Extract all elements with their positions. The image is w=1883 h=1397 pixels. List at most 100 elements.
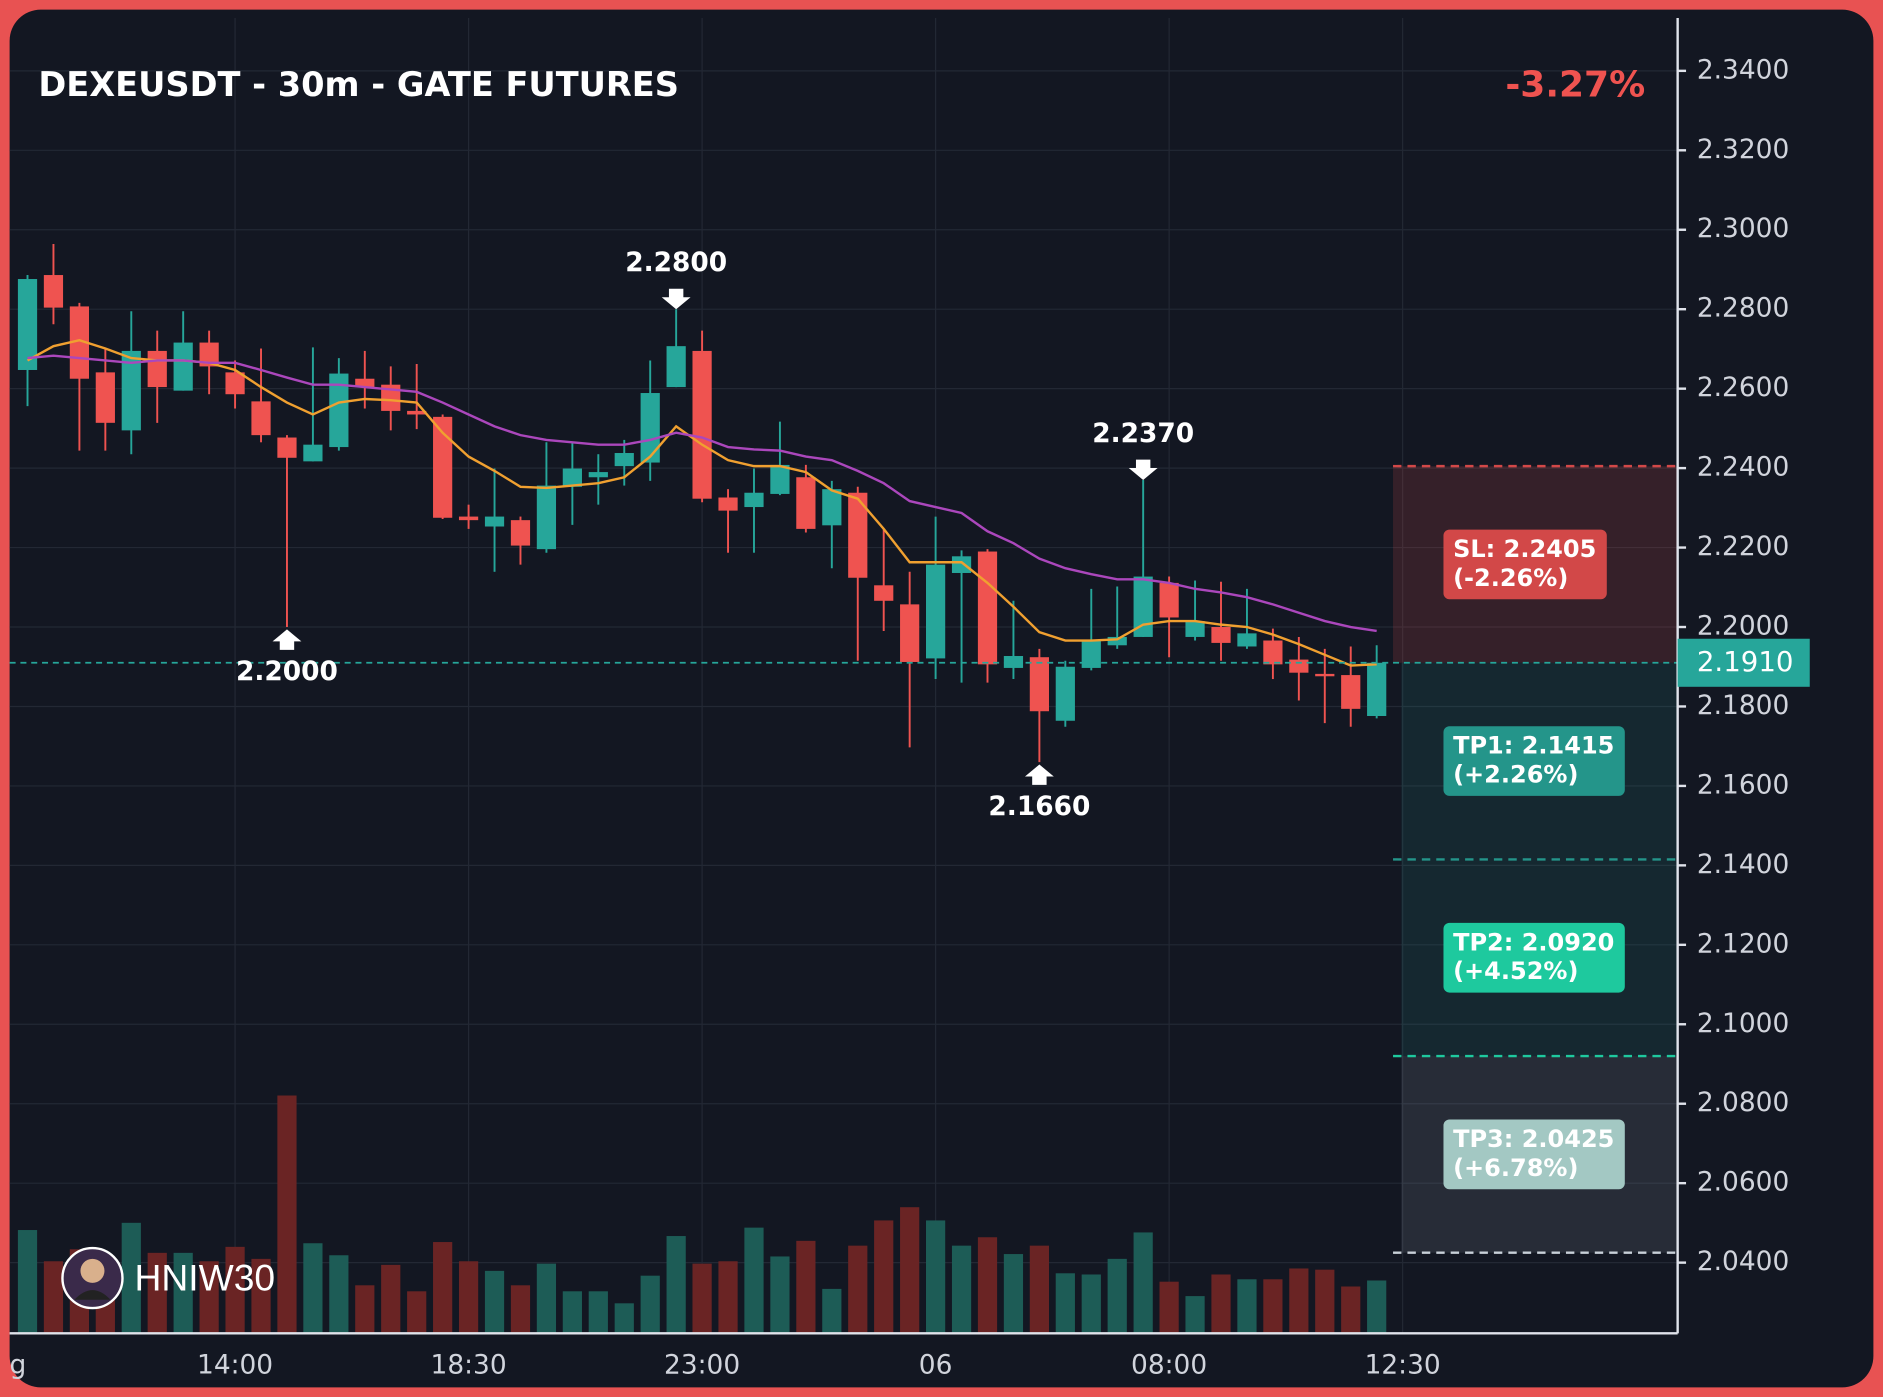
watermark: HNIW30 [135, 1256, 276, 1298]
volume-bar [17, 1230, 38, 1334]
candle-body [977, 551, 998, 665]
volume-bar [925, 1220, 946, 1334]
volume-bar [1081, 1274, 1101, 1334]
candle-body [1055, 666, 1075, 721]
candle-body [1315, 673, 1335, 677]
volume-bar [744, 1227, 764, 1334]
ma-line [27, 354, 1377, 633]
volume-bar [381, 1264, 401, 1334]
price-tag [1677, 638, 1810, 687]
y-tick-label: 2.2200 [1697, 531, 1789, 562]
volume-bar [1159, 1281, 1179, 1334]
volume-bar [251, 1258, 271, 1334]
avatar-face [80, 1258, 105, 1283]
x-tick-label: 08:00 [1131, 1349, 1207, 1380]
y-tick-label: 2.3200 [1697, 134, 1789, 165]
volume-bar [199, 1261, 219, 1334]
volume-bar [484, 1270, 505, 1334]
candle-body [925, 564, 946, 659]
candle-body [1185, 621, 1205, 637]
x-tick-label: 12:30 [1365, 1349, 1441, 1380]
volume-bar [977, 1237, 998, 1334]
volume-bar [1133, 1232, 1153, 1334]
plot [17, 244, 1387, 763]
volume-bar [1055, 1273, 1075, 1334]
annotation-label: 2.2800 [625, 247, 727, 278]
volume-bar [458, 1261, 479, 1334]
candle-body [796, 477, 816, 529]
candle-body [822, 489, 842, 526]
volume-bar [277, 1095, 297, 1334]
candle-body [121, 350, 141, 431]
volume-bar [796, 1240, 816, 1334]
volume-bar [173, 1252, 193, 1334]
volume-bar [822, 1288, 842, 1334]
annotation-label: 2.2370 [1092, 418, 1194, 449]
volume-bar [1211, 1274, 1231, 1334]
level-change: (+4.52%) [1453, 957, 1578, 985]
level-label: TP3: 2.0425 [1453, 1125, 1614, 1153]
axis-labels: 2.3400 2.3200 2.3000 2.2800 2.2600 2.2400 2.22… [10, 54, 1810, 1380]
candle-body [329, 373, 349, 448]
volume-bar [1237, 1279, 1257, 1334]
y-tick-label: 2.1600 [1697, 769, 1789, 800]
annotation-label: 2.2000 [236, 656, 338, 687]
volume-bar [1341, 1286, 1361, 1334]
annotation-arrow [1024, 764, 1054, 785]
candle-body [510, 520, 531, 546]
y-tick-label: 2.1200 [1697, 928, 1789, 959]
candle-body [588, 472, 608, 478]
candle-body [1263, 640, 1283, 665]
level-label: SL: 2.2405 [1453, 535, 1596, 563]
volume-bar [225, 1246, 245, 1334]
candle-body [614, 453, 634, 467]
volume-bar [770, 1256, 790, 1334]
volume-bar [510, 1285, 531, 1334]
candle-body [355, 378, 375, 388]
candle-body [640, 393, 660, 463]
y-tick-label: 2.0400 [1697, 1246, 1789, 1277]
candle-body [848, 492, 868, 578]
candle-body [951, 556, 972, 573]
overlay: SL: 2.2405(-2.26%) TP1: 2.1415(+2.26%) TP2… [9, 247, 1678, 1254]
candle-body [17, 279, 38, 370]
candle-body [744, 492, 764, 508]
y-tick-label: 2.2000 [1697, 611, 1789, 642]
level-label: TP1: 2.1415 [1453, 732, 1614, 760]
level-box [1443, 726, 1625, 796]
avatar-body [74, 1290, 111, 1300]
candle-body [225, 372, 245, 395]
volume-bar [562, 1291, 582, 1334]
candle-body [770, 464, 790, 494]
change-label: -3.27% [1505, 64, 1645, 105]
candle-body [147, 350, 167, 388]
x-tick-label: 23:00 [664, 1349, 740, 1380]
price-tag-label: 2.1910 [1697, 645, 1794, 678]
candle-body [277, 437, 297, 458]
candle-body [1107, 636, 1127, 646]
candle-body [303, 444, 323, 462]
volume-bar [43, 1261, 64, 1334]
candle-body [874, 585, 894, 601]
volume-bar [874, 1220, 894, 1334]
candle-body [1081, 640, 1101, 668]
x-tick-label: 06 [919, 1349, 953, 1380]
level-change: (+6.78%) [1453, 1154, 1578, 1182]
volume-bar [640, 1275, 660, 1334]
candle-body [458, 516, 479, 521]
volume-bar [614, 1303, 634, 1334]
candle-body [1003, 656, 1024, 668]
y-tick-label: 2.2400 [1697, 452, 1789, 483]
volume-bar [848, 1245, 868, 1334]
volume-bar [588, 1291, 608, 1334]
candle-body [666, 346, 686, 388]
candle-body [1367, 662, 1387, 716]
ma-line [26, 338, 1377, 667]
level-box [1443, 1119, 1625, 1190]
volume-bar [692, 1263, 712, 1334]
volume-bar [900, 1207, 920, 1334]
volume-bar [951, 1245, 972, 1334]
candle-body [900, 604, 920, 662]
candle-body [1159, 582, 1179, 618]
